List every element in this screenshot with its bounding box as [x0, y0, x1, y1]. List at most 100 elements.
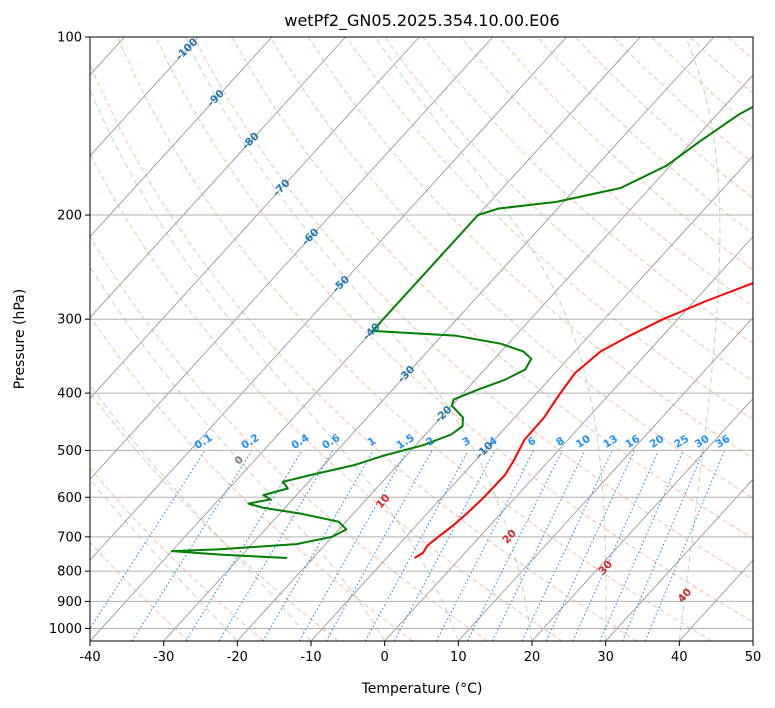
- dry-adiabat-line: [307, 37, 753, 459]
- dry-adiabat-line: [117, 37, 712, 641]
- profile-series: [170, 105, 753, 559]
- moist-adiabat-line: [678, 37, 721, 641]
- mixing-ratio-line: [218, 450, 334, 641]
- isotherm-label: -20: [433, 404, 455, 426]
- isotherm-line: [90, 37, 641, 641]
- dry-adiabat-line: [90, 62, 638, 641]
- mixing-ratio-label: 1.5: [395, 432, 417, 452]
- mixing-ratio-label: 20: [648, 433, 667, 451]
- mixing-ratio-line: [599, 450, 684, 641]
- x-tick-label: -40: [79, 650, 100, 665]
- y-axis-label: Pressure (hPa): [12, 289, 28, 389]
- mixing-ratio-line: [572, 450, 660, 641]
- temperature-line: [414, 281, 753, 559]
- dry-adiabat-line: [90, 391, 339, 641]
- dry-adiabat-line: [460, 37, 753, 307]
- x-tick-label: 30: [597, 650, 614, 665]
- isopleth-labels: -100-90-80-70-60-50-40-30-20-100.1 0.2 0.4…: [173, 37, 733, 605]
- isotherm-line: [90, 37, 273, 238]
- isotherm-line: [605, 478, 753, 641]
- mixing-ratio-label: 16: [623, 433, 642, 451]
- dry-adiabat-line: [269, 37, 753, 499]
- moist-adiabat-line: [374, 37, 607, 641]
- isotherm-line: [90, 37, 420, 400]
- isotherm-line: [310, 155, 753, 641]
- wet-bulb-label: 40: [676, 586, 695, 605]
- mixing-ratio-line: [393, 450, 496, 641]
- mixing-ratio-line: [621, 450, 705, 641]
- mixing-ratio-lines: [90, 450, 726, 641]
- mixing-ratio-line: [262, 450, 374, 641]
- x-tick-label: -20: [227, 650, 248, 665]
- dry-adiabat-line: [155, 37, 753, 623]
- y-tick-label: 300: [57, 313, 82, 328]
- mixing-ratio-label: 3: [460, 435, 473, 449]
- x-tick-label: 0: [381, 650, 389, 665]
- isotherm-line: [384, 236, 753, 641]
- dry-adiabat-line: [193, 37, 753, 581]
- isotherm-line: [90, 37, 494, 480]
- x-tick-label: 20: [524, 650, 541, 665]
- isotherm-label: -70: [271, 177, 293, 199]
- x-axis-label: Temperature (°C): [361, 681, 483, 697]
- moist-adiabat-line: [184, 37, 533, 641]
- mixing-ratio-line: [364, 450, 469, 641]
- skewed-isotherm-grid: [90, 37, 753, 641]
- dry-adiabat-line: [90, 541, 190, 641]
- x-tick-label: 50: [745, 650, 762, 665]
- mixing-ratio-label: 0.1: [192, 432, 214, 452]
- moist-adiabats: [90, 37, 721, 641]
- moist-adiabat-line: [90, 384, 312, 641]
- dry-adiabat-line: [90, 467, 264, 641]
- mixing-ratio-label: 10: [574, 433, 593, 451]
- dry-adiabat-line: [384, 37, 753, 382]
- isotherm-label: -50: [330, 273, 352, 295]
- y-axis-ticks: 100 200 300 400 500 600 700 800 900 1000: [49, 31, 90, 637]
- dewpoint-line: [170, 105, 753, 559]
- mixing-ratio-label: 0.4: [289, 432, 311, 452]
- mixing-ratio-label: 8: [554, 435, 567, 449]
- isotherm-line: [90, 37, 199, 157]
- mixing-ratio-label: 1: [366, 435, 379, 449]
- dry-adiabat-line: [536, 37, 753, 235]
- y-tick-label: 600: [57, 491, 82, 506]
- y-tick-label: 500: [57, 444, 82, 459]
- isotherm-label: -80: [240, 130, 262, 152]
- y-tick-label: 100: [57, 31, 82, 46]
- isotherm-line: [90, 37, 346, 319]
- dry-adiabat-line: [422, 37, 753, 345]
- isotherm-line: [163, 37, 715, 641]
- mixing-ratio-line: [90, 450, 206, 630]
- plot-frame: [89, 36, 754, 642]
- mixing-ratio-line: [545, 450, 635, 641]
- moist-adiabat-line: [90, 88, 459, 641]
- x-tick-label: -10: [300, 650, 321, 665]
- isotherm-label: -60: [300, 226, 322, 248]
- pressure-grid: [90, 37, 753, 629]
- y-tick-label: 1000: [49, 622, 82, 637]
- mixing-ratio-label: 30: [693, 433, 712, 451]
- isotherm-line: [531, 397, 753, 641]
- mixing-ratio-line: [298, 450, 408, 641]
- dry-adiabat-line: [613, 37, 753, 164]
- mixing-ratio-line: [185, 450, 303, 641]
- mixing-ratio-line: [467, 450, 563, 641]
- x-tick-label: 10: [450, 650, 467, 665]
- y-tick-label: 800: [57, 565, 82, 580]
- dry-adiabat-line: [689, 37, 753, 95]
- dry-adiabat-line: [727, 37, 753, 60]
- isotherm-line: [90, 37, 567, 561]
- dry-adiabat-line: [90, 152, 563, 641]
- moist-adiabat-line: [90, 265, 386, 641]
- x-tick-label: -30: [153, 650, 174, 665]
- mixing-ratio-line: [325, 450, 433, 641]
- isotherm-line: [752, 640, 753, 641]
- y-tick-label: 400: [57, 387, 82, 402]
- plot-area: -100-90-80-70-60-50-40-30-20-100.1 0.2 0.4…: [90, 37, 753, 641]
- x-axis-ticks: -40 -30 -20 -10 0 10 20 30 40 50: [79, 641, 761, 665]
- mixing-ratio-line: [131, 450, 253, 641]
- mixing-ratio-line: [491, 450, 586, 641]
- mixing-ratio-label: 36: [714, 433, 733, 451]
- wet-bulb-label: 30: [596, 558, 615, 577]
